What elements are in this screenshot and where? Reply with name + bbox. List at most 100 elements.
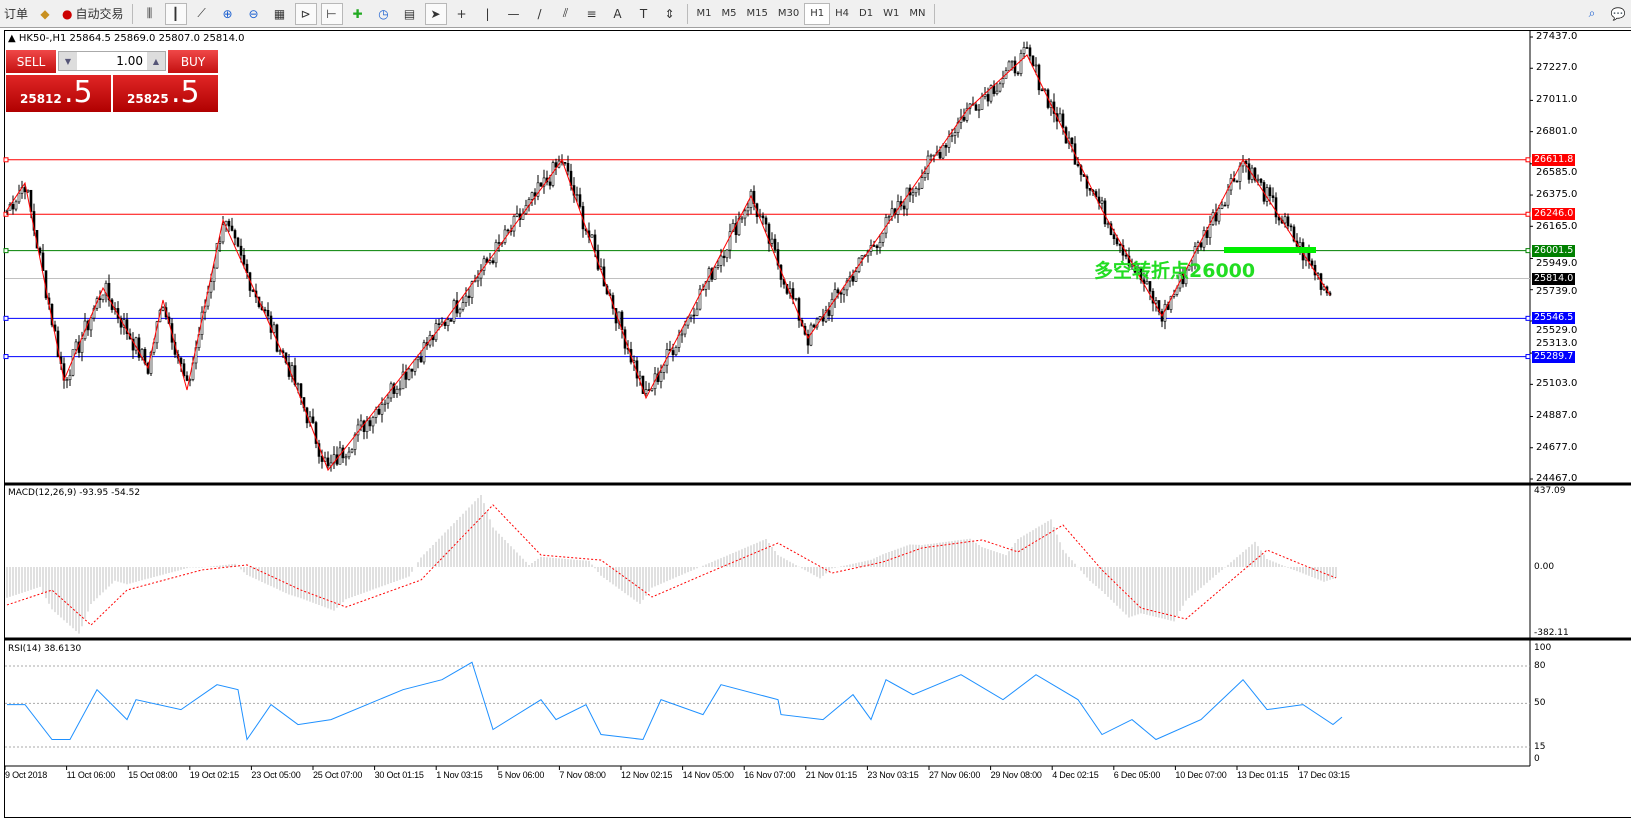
- macd-title: MACD(12,26,9) -93.95 -54.52: [8, 488, 141, 498]
- candle-body: [464, 295, 468, 303]
- zoom-in-icon[interactable]: ⊕: [222, 6, 233, 21]
- rsi-axis-label: 50: [1534, 698, 1546, 709]
- templates-icon[interactable]: ▤: [403, 6, 416, 21]
- tile-windows-icon[interactable]: ▦: [273, 6, 286, 21]
- price-tag[interactable]: 25289.7: [1532, 350, 1576, 363]
- candlestick-icon[interactable]: ┃: [164, 2, 187, 25]
- candle-body: [530, 192, 534, 200]
- timeframe-h1[interactable]: H1: [804, 2, 831, 25]
- buy-button[interactable]: BUY: [168, 50, 218, 73]
- timeframe-d1[interactable]: D1: [859, 8, 874, 19]
- candle-body: [125, 319, 129, 335]
- new-order-button[interactable]: 订单: [2, 3, 30, 25]
- candle-body: [362, 420, 366, 432]
- macd-axis-label: 437.09: [1534, 486, 1566, 497]
- buy-price[interactable]: 25825.5: [113, 75, 218, 112]
- bar-chart-icon[interactable]: ⫼: [146, 6, 153, 20]
- indicators-icon[interactable]: ✚: [352, 6, 363, 21]
- candle-body: [41, 252, 45, 271]
- symbol-ohlc: HK50-,H1 25864.5 25869.0 25807.0 25814.0: [18, 33, 245, 44]
- auto-trading-button[interactable]: ● 自动交易: [60, 3, 126, 25]
- candle-body: [920, 177, 924, 189]
- time-label: 1 Nov 03:15: [436, 770, 483, 780]
- candle-body: [533, 192, 537, 197]
- lot-decrease-button[interactable]: ▼: [59, 52, 77, 70]
- crosshair-icon[interactable]: +: [456, 6, 467, 21]
- text-label-icon[interactable]: T: [639, 6, 648, 21]
- candle-body: [719, 255, 723, 266]
- macd-axis-label: -382.11: [1534, 628, 1569, 639]
- candle-body: [593, 234, 597, 251]
- chart-shift-icon[interactable]: ⊢: [320, 2, 343, 25]
- candle-body: [1019, 53, 1023, 74]
- candle-body: [554, 162, 558, 168]
- auto-scroll-icon[interactable]: ⊳: [294, 2, 317, 25]
- candle-body: [1199, 242, 1203, 248]
- candle-body: [506, 229, 510, 232]
- timeframe-m30[interactable]: M30: [777, 8, 800, 19]
- one-click-trading-panel: SELL ▼ 1.00 ▲ BUY 25812.5 25825.5: [6, 50, 218, 112]
- periods-icon[interactable]: ◷: [378, 6, 389, 21]
- candle-body: [914, 188, 918, 194]
- lot-size-stepper[interactable]: ▼ 1.00 ▲: [58, 51, 166, 71]
- horizontal-line-icon[interactable]: —: [507, 6, 520, 21]
- candle-body: [239, 245, 243, 256]
- candle-body: [989, 85, 993, 102]
- lot-increase-button[interactable]: ▲: [147, 52, 165, 70]
- price-tag[interactable]: 25546.5: [1532, 312, 1576, 325]
- rsi-axis-label: 100: [1534, 643, 1552, 653]
- equidistant-channel-icon[interactable]: ⫽: [562, 6, 569, 20]
- candle-body: [350, 449, 354, 453]
- vertical-line-icon[interactable]: |: [485, 6, 490, 21]
- price-tag[interactable]: 26001.5: [1532, 244, 1576, 257]
- lot-input[interactable]: 1.00: [116, 54, 143, 68]
- timeframe-mn[interactable]: MN: [909, 8, 926, 19]
- candle-body: [131, 338, 135, 351]
- line-chart-icon[interactable]: ⟋: [197, 6, 206, 20]
- timeframe-h4[interactable]: H4: [835, 8, 850, 19]
- price-label: 25949.0: [1536, 257, 1578, 269]
- price-tag[interactable]: 26611.8: [1532, 153, 1576, 166]
- candle-body: [320, 456, 324, 462]
- timeframe-m5[interactable]: M5: [721, 8, 737, 19]
- arrows-icon[interactable]: ⇕: [664, 6, 675, 21]
- sell-button[interactable]: SELL: [6, 50, 56, 73]
- timeframe-m1[interactable]: M1: [696, 8, 712, 19]
- candle-body: [365, 420, 369, 432]
- candle-body: [278, 350, 282, 353]
- candle-body: [1217, 208, 1221, 222]
- candle-body: [590, 234, 594, 238]
- zoom-out-icon[interactable]: ⊖: [248, 6, 259, 21]
- candle-body: [941, 144, 945, 159]
- candle-body: [515, 213, 519, 217]
- candle-body: [947, 135, 951, 148]
- candle-body: [1028, 47, 1032, 57]
- price-label: 27437.0: [1536, 31, 1578, 42]
- candle-body: [962, 116, 966, 121]
- candle-body: [761, 215, 765, 219]
- search-icon[interactable]: ⌕: [1588, 6, 1596, 20]
- candle-body: [659, 372, 663, 382]
- expert-icon[interactable]: ◆: [40, 6, 50, 21]
- time-label: 23 Nov 03:15: [867, 770, 919, 780]
- candle-body: [1307, 251, 1311, 262]
- candle-body: [1109, 223, 1113, 235]
- timeframe-w1[interactable]: W1: [883, 8, 900, 19]
- trendline-icon[interactable]: /: [537, 6, 542, 21]
- price-tag[interactable]: 26246.0: [1532, 208, 1576, 221]
- fibonacci-icon[interactable]: ≡: [586, 6, 597, 21]
- candle-body: [1031, 55, 1035, 67]
- candle-body: [26, 189, 30, 193]
- line-handle: [3, 157, 9, 163]
- timeframe-m15[interactable]: M15: [746, 8, 768, 19]
- candle-body: [227, 220, 231, 227]
- annotation-text[interactable]: 多空转折点26000: [1094, 260, 1256, 282]
- chat-icon[interactable]: 💬: [1610, 6, 1626, 21]
- candle-body: [422, 342, 426, 363]
- cursor-icon[interactable]: ➤: [424, 2, 447, 25]
- sell-price[interactable]: 25812.5: [6, 75, 111, 112]
- candle-body: [698, 288, 702, 310]
- candle-body: [563, 162, 567, 164]
- text-icon[interactable]: A: [613, 6, 622, 21]
